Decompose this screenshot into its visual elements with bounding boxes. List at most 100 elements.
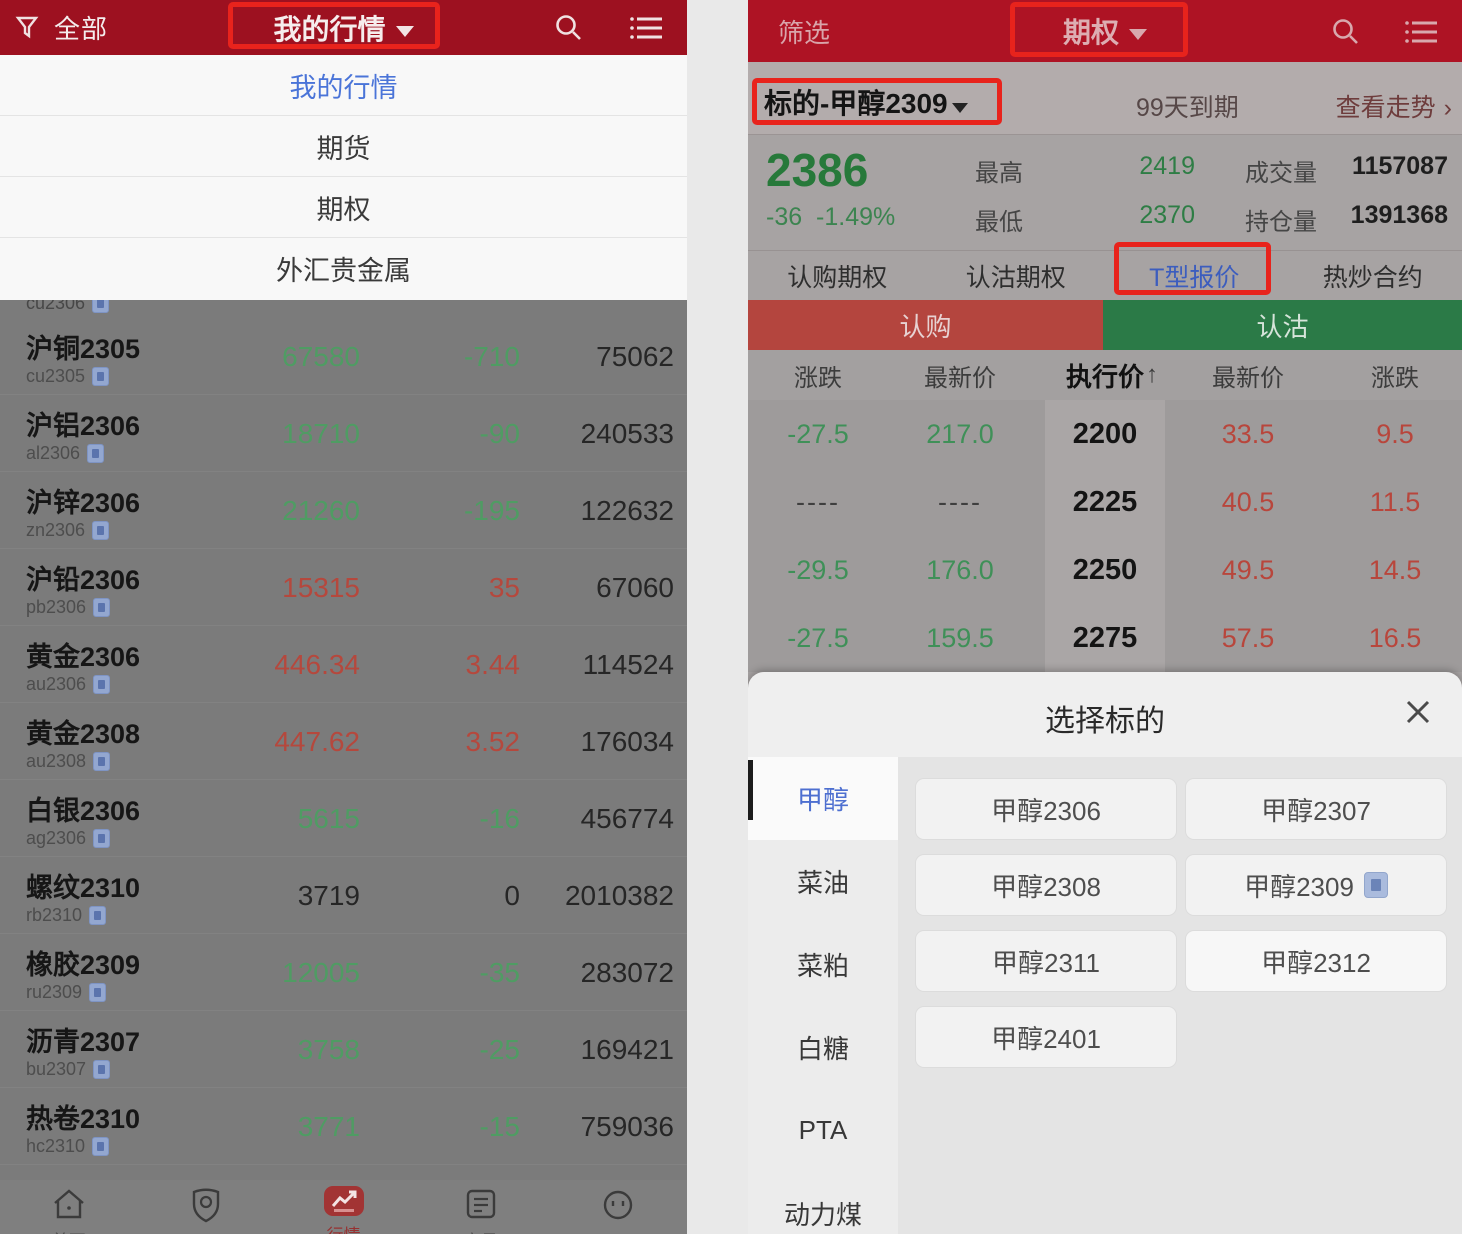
contract-button[interactable]: 甲醇2306: [916, 779, 1176, 839]
call-put-header: 认购 认沽: [748, 300, 1462, 350]
table-row[interactable]: -27.5 159.5 2275 57.5 16.5: [748, 604, 1462, 672]
table-row[interactable]: 螺纹2310 rb2310 3719 0 2010382: [0, 857, 687, 934]
table-row[interactable]: -27.5 217.0 2200 33.5 9.5: [748, 400, 1462, 468]
table-row[interactable]: 沪锌2306 zn2306 21260 -195 122632: [0, 472, 687, 549]
volume: 122632: [580, 494, 674, 526]
main-contract-badge: [92, 367, 110, 386]
sidebar-item-methanol[interactable]: 甲醇: [748, 757, 898, 840]
quotes-dropdown-title[interactable]: 我的行情: [273, 13, 386, 45]
contract-button[interactable]: 甲醇2401: [916, 1007, 1176, 1067]
underlying-selector[interactable]: 标的-甲醇2309: [764, 82, 968, 122]
nav-item-trade[interactable]: 交易: [412, 1180, 549, 1234]
sidebar-item-rapeseed-oil[interactable]: 菜油: [796, 868, 849, 898]
sort-asc-icon[interactable]: ↑: [1146, 361, 1158, 388]
main-contract-badge: [93, 598, 111, 617]
contract-button[interactable]: 甲醇2308: [916, 855, 1176, 915]
main-contract-badge: [93, 1060, 111, 1079]
put-last: 40.5: [1221, 486, 1275, 517]
contract-button-selected-underlying[interactable]: 甲醇2309: [1186, 855, 1446, 915]
dropdown-item-my-quotes[interactable]: 我的行情: [0, 55, 687, 116]
call-section-header: 认购: [748, 300, 1103, 350]
dropdown-item-forex-metals[interactable]: 外汇贵金属: [276, 256, 411, 286]
table-row[interactable]: 沥青2307 bu2307 3758 -25 169421: [0, 1011, 687, 1088]
call-change: ----: [796, 486, 840, 517]
call-change: -27.5: [787, 418, 849, 449]
menu-icon[interactable]: [1403, 16, 1441, 48]
view-trend-link[interactable]: 查看走势 ›: [1335, 94, 1452, 122]
dropdown-item-options[interactable]: 期权: [0, 177, 687, 238]
nav-item-watchlist[interactable]: 自选: [137, 1180, 274, 1234]
open-interest-value: 1391368: [1350, 201, 1448, 229]
document-icon: [463, 1186, 499, 1222]
days-to-expiry: 99天到期: [1136, 94, 1239, 122]
strike-price: 2225: [1072, 485, 1138, 518]
nav-item-home[interactable]: 首页: [0, 1180, 137, 1234]
low-label: 最低: [975, 209, 1023, 236]
tab-call-options[interactable]: 认购期权: [787, 263, 888, 292]
table-row[interactable]: 白银2306 ag2306 5615 -16 456774: [0, 780, 687, 857]
t-quote-column-headers: 涨跌 最新价 执行价 ↑ 最新价 涨跌: [748, 350, 1462, 400]
table-row[interactable]: 沪铝2306 al2306 18710 -90 240533: [0, 395, 687, 472]
put-change: 9.5: [1376, 418, 1414, 449]
price-change: -15: [479, 1110, 520, 1142]
filter-all-label[interactable]: 全部: [54, 14, 109, 44]
triangle-icon: [951, 103, 968, 113]
last-price: 2386: [766, 144, 869, 196]
header-title-group[interactable]: 期权: [748, 11, 1462, 51]
partial-row-code: cu2306: [26, 300, 110, 314]
sidebar-item-sugar[interactable]: 白糖: [796, 1034, 849, 1064]
chart-icon: [323, 1186, 364, 1216]
volume: 176034: [580, 725, 674, 757]
price-change: -35: [479, 956, 520, 988]
menu-icon[interactable]: [628, 12, 666, 44]
close-icon[interactable]: [1396, 690, 1440, 734]
put-change: 11.5: [1369, 486, 1421, 517]
high-value: 2419: [1139, 152, 1195, 180]
right-options-screen: 筛选 期权 标的-甲醇2309 99天到期 查看走势 › 2386: [748, 0, 1462, 1234]
price-change: -195: [463, 494, 520, 526]
last-price: 21260: [282, 494, 360, 526]
strike-price: 2275: [1072, 621, 1138, 654]
table-row[interactable]: -29.5 176.0 2250 49.5 14.5: [748, 536, 1462, 604]
contract-button[interactable]: 甲醇2312: [1186, 931, 1446, 991]
table-row[interactable]: 黄金2306 au2306 446.34 3.44 114524: [0, 626, 687, 703]
volume: 169421: [580, 1033, 674, 1065]
modal-title: 选择标的: [1045, 705, 1165, 738]
table-row[interactable]: 热卷2310 hc2310 3771 -15 759036: [0, 1088, 687, 1165]
table-row[interactable]: 沪铜2305 cu2305 67580 -710 75062: [0, 318, 687, 395]
chevron-right-icon: ›: [1443, 94, 1452, 122]
contract-button[interactable]: 甲醇2307: [1186, 779, 1446, 839]
sidebar-item-rapeseed-meal[interactable]: 菜粕: [796, 951, 849, 981]
tab-t-quote[interactable]: T型报价: [1149, 263, 1240, 292]
contract-button[interactable]: 甲醇2311: [916, 931, 1176, 991]
price-change: -710: [463, 340, 520, 372]
put-last: 49.5: [1221, 554, 1275, 585]
table-row[interactable]: ---- ---- 2225 40.5 11.5: [748, 468, 1462, 536]
main-contract-badge: [87, 444, 105, 463]
table-row[interactable]: 黄金2308 au2308 447.62 3.52 176034: [0, 703, 687, 780]
tab-hot-contracts[interactable]: 热炒合约: [1322, 263, 1423, 292]
sidebar-item-thermal-coal[interactable]: 动力煤: [783, 1200, 862, 1230]
tab-put-options[interactable]: 认沽期权: [965, 263, 1066, 292]
header-title-group[interactable]: 我的行情: [0, 8, 687, 48]
call-change: -27.5: [787, 622, 849, 653]
table-row[interactable]: 沪铅2306 pb2306 15315 35 67060: [0, 549, 687, 626]
options-dropdown-title[interactable]: 期权: [1062, 17, 1119, 48]
filter-label[interactable]: 筛选: [778, 17, 831, 48]
search-icon[interactable]: [553, 12, 585, 44]
main-contract-badge: [93, 829, 111, 848]
left-quotes-screen: 全部 我的行情 我的行情 期货 期权 外汇贵金属 cu2306 沪铜23: [0, 0, 687, 1234]
sidebar-item-pta[interactable]: PTA: [798, 1115, 848, 1145]
futures-quote-table: cu2306 沪铜2305 cu2305 67580 -710 75062 沪铝…: [0, 300, 687, 1180]
dropdown-item-futures[interactable]: 期货: [0, 116, 687, 177]
col-put-last: 最新价: [1212, 364, 1284, 392]
volume-value: 1157087: [1352, 152, 1448, 180]
last-price: 15315: [282, 571, 360, 603]
search-icon[interactable]: [1330, 16, 1362, 48]
nav-item-quotes[interactable]: 行情: [275, 1180, 412, 1234]
nav-item-profile[interactable]: 我的: [550, 1180, 687, 1234]
table-row[interactable]: 橡胶2309 ru2309 12005 -35 283072: [0, 934, 687, 1011]
col-strike: 执行价: [1065, 361, 1144, 392]
filter-funnel-icon[interactable]: [14, 13, 44, 43]
price-change: -16: [479, 802, 520, 834]
